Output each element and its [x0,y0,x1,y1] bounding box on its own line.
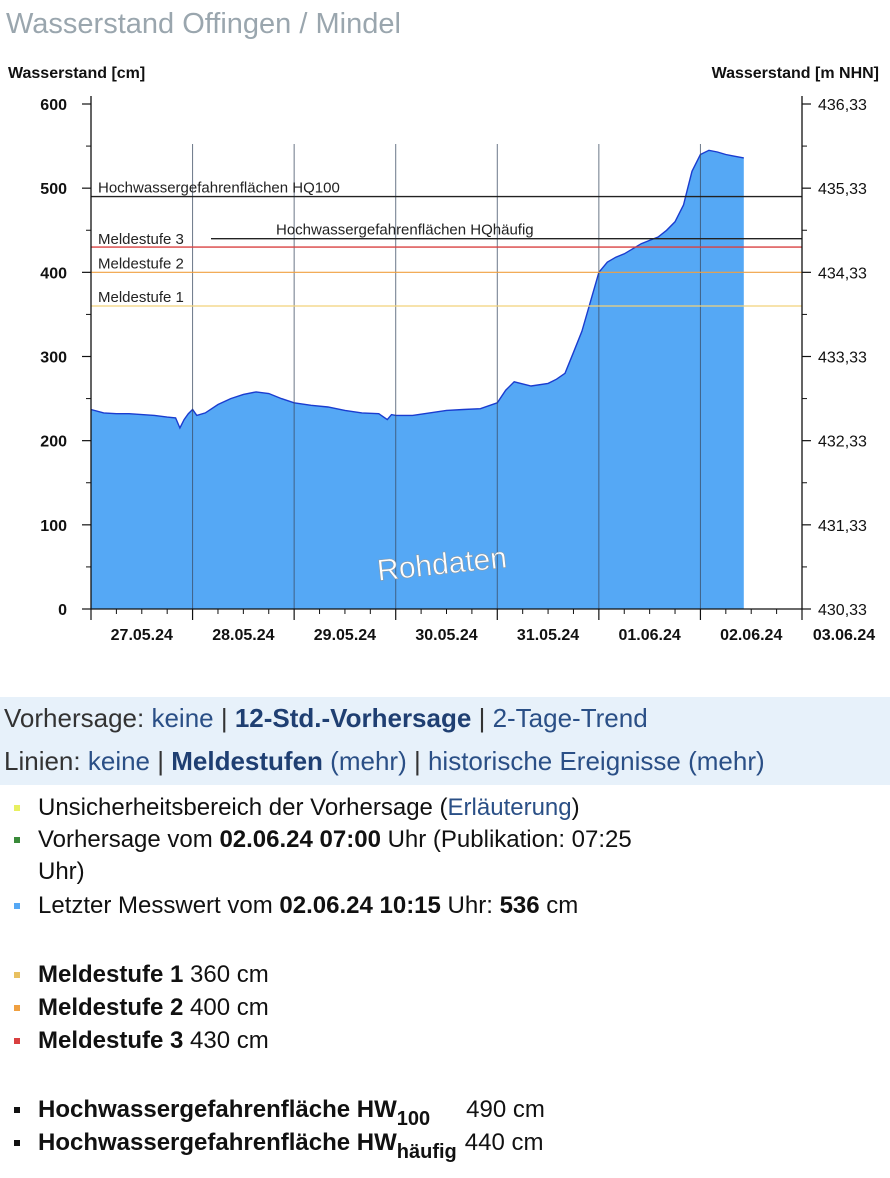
legend-ms2-name: Meldestufe 2 [38,994,184,1021]
x-tick-label: 29.05.24 [314,627,376,644]
bullet-ms1 [14,972,20,978]
lines-historic-link[interactable]: historische Ereignisse [427,746,681,776]
y-axis-label-right: Wasserstand [m NHN] [712,65,879,82]
legend-ms3-value: 430 cm [183,1027,269,1054]
legend-ms2-value: 400 cm [183,994,269,1021]
legend-hw100-value: 490 cm [466,1096,545,1123]
legend-hw100: Hochwassergefahrenfläche HW100 490 cm [14,1094,545,1135]
x-tick-label: 31.05.24 [517,627,579,644]
lines-label: Linien: [4,746,81,776]
separator: | [157,746,165,776]
lines-none-link[interactable]: keine [87,746,151,776]
legend-hwh-sub: häufig [396,1141,457,1163]
legend-ms1-name: Meldestufe 1 [38,961,184,988]
threshold-label: Meldestufe 2 [98,255,184,272]
legend-hw100-sub: 100 [396,1108,431,1130]
explanation-link[interactable]: Erläuterung [447,794,572,821]
legend-uncertainty-text: Unsicherheitsbereich der Vorhersage ( [38,794,448,821]
bullet-ms2 [14,1005,20,1011]
bullet-forecast [14,837,20,843]
legend-last-measurement: Letzter Messwert vom 02.06.24 10:15 Uhr:… [14,890,579,922]
y-tick-label-left: 0 [58,602,67,619]
x-tick-label: 01.06.24 [619,627,681,644]
legend-meldestufe-3: Meldestufe 3 430 cm [14,1025,269,1057]
threshold-lines: Hochwassergefahrenflächen HQ100 Hochwasse… [91,180,802,307]
separator: | [413,746,421,776]
day-separators [192,144,701,609]
x-tick-label: 28.05.24 [212,627,274,644]
y-tick-label-right: 433,33 [818,350,867,367]
y-tick-label-right: 434,33 [818,265,867,282]
chart-controls: Vorhersage: keine | 12-Std.-Vorhersage |… [0,697,890,785]
bullet-ms3 [14,1038,20,1044]
x-tick-label: 27.05.24 [111,627,173,644]
y-tick-label-right: 431,33 [818,518,867,535]
separator: | [478,703,486,733]
legend-ms1-value: 360 cm [183,961,269,988]
legend-uncertainty-close: ) [571,794,580,821]
separator: | [220,703,228,733]
forecast-12h-link[interactable]: 12-Std.-Vorhersage [234,703,472,733]
lines-meldestufen-more-link[interactable]: (mehr) [330,746,407,776]
x-tick-label: 30.05.24 [415,627,477,644]
legend-meldestufe-2: Meldestufe 2 400 cm [14,992,269,1024]
x-tick-label: 03.06.24 [813,627,875,644]
water-level-line [90,149,744,430]
legend-last-mid: Uhr: [440,892,500,919]
legend-hwh-value: 440 cm [464,1129,544,1156]
y-tick-label-left: 500 [40,181,67,198]
forecast-row: Vorhersage: keine | 12-Std.-Vorhersage |… [4,703,648,734]
y-tick-label-left: 100 [40,518,67,535]
legend-meldestufe-1: Meldestufe 1 360 cm [14,959,269,991]
legend-forecast-pre: Vorhersage vom [38,826,220,853]
forecast-label: Vorhersage: [4,703,145,733]
legend-last-value: 536 [499,892,540,919]
y-tick-label-right: 435,33 [818,181,867,198]
lines-meldestufen-link[interactable]: Meldestufen [171,746,323,776]
threshold-label: Hochwassergefahrenflächen HQ100 [98,180,340,197]
bullet-hwh [14,1140,20,1146]
legend-last-pre: Letzter Messwert vom [38,892,280,919]
legend-hwhaeufig: Hochwassergefahrenfläche HWhäufig 440 cm [14,1127,544,1168]
legend-forecast-date: 02.06.24 07:00 [219,826,381,853]
bullet-hw100 [14,1107,20,1113]
y-tick-label-left: 400 [40,265,67,282]
x-tick-label: 02.06.24 [720,627,782,644]
legend-forecast: Vorhersage vom 02.06.24 07:00 Uhr (Publi… [14,824,632,888]
bullet-uncertainty [14,805,20,811]
page-title: Wasserstand Offingen / Mindel [6,8,401,40]
bullet-last [14,903,20,909]
legend-last-date: 02.06.24 10:15 [279,892,441,919]
y-tick-label-left: 300 [40,350,67,367]
y-tick-label-right: 430,33 [818,602,867,619]
water-level-area [91,150,744,610]
y-tick-label-right: 436,33 [818,97,867,114]
water-level-chart: Hochwassergefahrenflächen HQ100 Hochwasse… [8,65,879,644]
chart-axes: 600 500 400 300 200 100 0 436,33 435,33 434,33 433… [40,96,875,644]
legend-hwh-name: Hochwassergefahrenfläche HW [38,1129,397,1156]
forecast-2day-trend-link[interactable]: 2-Tage-Trend [492,703,648,733]
legend-forecast-post: Uhr (Publikation: 07:25 [380,826,632,853]
legend-last-unit: cm [539,892,579,919]
threshold-label: Meldestufe 1 [98,289,184,306]
legend-hw100-name: Hochwassergefahrenfläche HW [38,1096,397,1123]
threshold-label: Hochwassergefahrenflächen HQhäufig [276,222,534,239]
y-axis-label-left: Wasserstand [cm] [8,65,145,82]
lines-row: Linien: keine | Meldestufen (mehr) | his… [4,746,765,777]
threshold-label: Meldestufe 3 [98,231,184,248]
legend-forecast-line2: Uhr) [38,858,85,885]
lines-historic-more-link[interactable]: (mehr) [688,746,765,776]
y-tick-label-right: 432,33 [818,434,867,451]
legend-ms3-name: Meldestufe 3 [38,1027,184,1054]
forecast-none-link[interactable]: keine [151,703,214,733]
y-tick-label-left: 600 [40,97,67,114]
y-tick-label-left: 200 [40,434,67,451]
legend-uncertainty: Unsicherheitsbereich der Vorhersage (Erl… [14,792,580,824]
